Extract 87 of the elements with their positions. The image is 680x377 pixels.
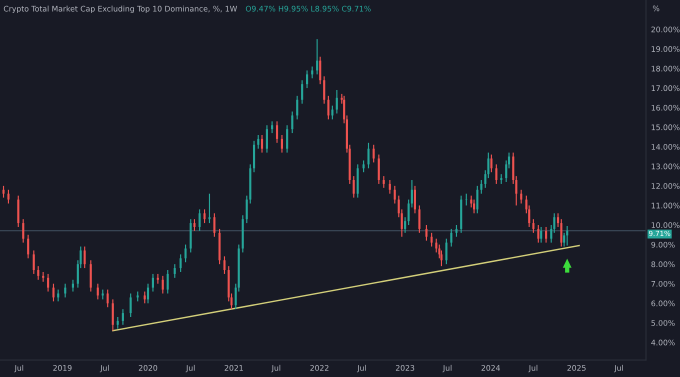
candlestick — [566, 225, 568, 246]
candlestick — [301, 80, 304, 104]
candlestick — [394, 185, 396, 204]
candlestick — [266, 124, 268, 154]
candlestick — [42, 271, 44, 282]
candlestick — [490, 154, 492, 173]
candlestick — [414, 185, 416, 214]
candlestick — [382, 176, 385, 188]
candlestick — [122, 308, 124, 326]
candlestick — [96, 283, 99, 300]
candlestick — [102, 289, 104, 300]
candlestick — [208, 193, 211, 224]
candlestick — [166, 269, 169, 294]
candlestick — [331, 105, 334, 120]
candlestick — [532, 218, 534, 234]
candlestick — [271, 120, 274, 134]
candlestick — [52, 283, 55, 302]
candlestick — [316, 38, 318, 75]
candlestick — [455, 224, 458, 238]
candlestick — [7, 189, 10, 204]
candlestick — [193, 218, 196, 232]
candlestick — [152, 273, 154, 292]
candlestick — [64, 283, 66, 298]
candlestick — [323, 76, 326, 104]
candlestick — [156, 273, 159, 284]
candlestick — [106, 289, 109, 308]
candlestick — [480, 179, 482, 194]
candlestick — [404, 216, 406, 234]
candlestick — [130, 292, 132, 318]
candlestick — [17, 195, 20, 228]
candlestick — [90, 260, 92, 292]
candlestick — [319, 56, 322, 85]
candlestick — [556, 212, 560, 228]
candlestick — [47, 273, 50, 292]
candlestick — [257, 134, 260, 150]
candlestick — [280, 134, 284, 154]
candlestick — [327, 95, 330, 120]
candlestick — [223, 256, 226, 274]
candlestick — [72, 279, 74, 292]
candlestick — [286, 124, 288, 154]
candlestick — [500, 174, 502, 184]
candlestick — [252, 140, 256, 173]
candlestick — [352, 176, 355, 198]
candlestick — [306, 70, 308, 89]
candlestick — [540, 226, 542, 244]
candlestick — [260, 134, 264, 154]
candlestick — [37, 266, 40, 280]
candlestick — [180, 254, 182, 273]
candlestick — [27, 234, 30, 259]
candlestick — [174, 264, 176, 278]
candlestick — [418, 204, 420, 234]
candlestick — [495, 164, 498, 184]
candlestick — [425, 224, 428, 242]
candlestick — [362, 160, 365, 173]
candlestick — [372, 144, 375, 163]
candlestick — [296, 95, 298, 120]
candlestick — [560, 218, 562, 248]
candlestick — [57, 289, 60, 302]
candlestick — [22, 218, 24, 244]
candlestick — [198, 208, 201, 232]
candlestick — [367, 142, 370, 169]
candlestick — [388, 179, 391, 194]
candlestick — [336, 89, 338, 114]
candlestick — [465, 193, 468, 206]
candlestick — [144, 290, 146, 304]
candlestick — [112, 298, 114, 332]
candlestick — [408, 199, 410, 226]
candlestick — [476, 185, 478, 214]
candlestick — [116, 316, 119, 330]
candlestick — [32, 250, 35, 274]
candlestick — [184, 244, 187, 263]
candlestick — [410, 179, 413, 208]
candlestick — [445, 238, 448, 265]
candlestick — [162, 275, 164, 294]
candlestick — [378, 154, 380, 184]
candlestick — [473, 199, 476, 214]
candlestick — [136, 290, 139, 302]
candlestick — [276, 120, 278, 144]
candlestick — [213, 212, 216, 238]
candlestick — [84, 246, 86, 269]
candlestick — [520, 189, 522, 204]
candlestick — [537, 224, 540, 244]
candlestick — [450, 228, 452, 248]
candlestick — [311, 66, 314, 79]
candlestick — [545, 226, 548, 244]
candlestick — [291, 110, 294, 134]
candlestick — [146, 283, 150, 304]
